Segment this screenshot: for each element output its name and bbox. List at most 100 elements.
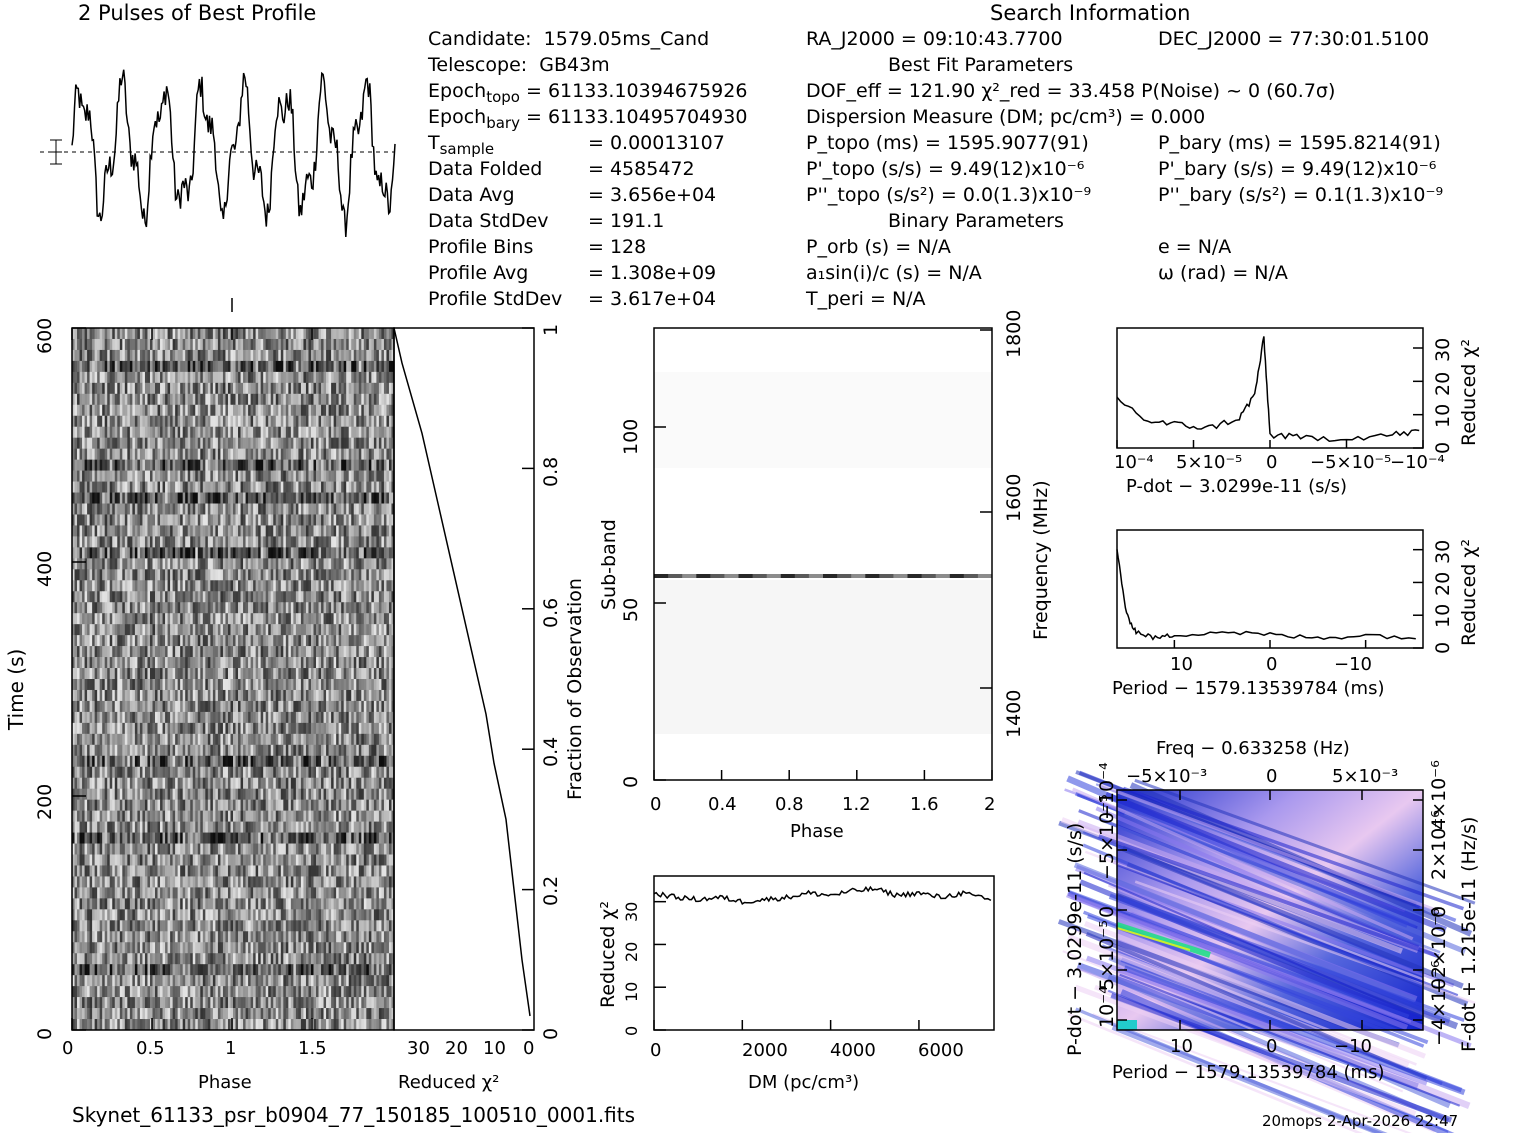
time-phase-cell: [265, 437, 269, 449]
time-phase-cell: [114, 382, 118, 395]
time-phase-cell: [114, 415, 118, 428]
time-phase-cell: [358, 580, 362, 592]
time-phase-cell: [305, 547, 309, 559]
time-phase-cell: [200, 646, 204, 658]
time-phase-cell: [170, 613, 173, 625]
time-phase-cell: [177, 602, 181, 614]
time-phase-cell: [348, 503, 352, 515]
time-phase-cell: [245, 404, 249, 417]
time-phase-cell: [283, 393, 287, 406]
time-phase-cell: [366, 349, 370, 362]
time-phase-cell: [167, 547, 171, 559]
time-phase-cell: [298, 338, 302, 351]
time-phase-cell: [217, 657, 221, 669]
time-phase-cell: [139, 569, 143, 581]
time-phase-cell: [321, 525, 324, 537]
time-phase-cell: [220, 668, 224, 680]
time-phase-cell: [215, 668, 219, 680]
time-phase-cell: [147, 470, 151, 482]
time-phase-cell: [376, 668, 380, 680]
time-phase-cell: [212, 514, 216, 526]
time-phase-cell: [119, 338, 123, 351]
time-phase-cell: [225, 700, 229, 713]
time-phase-cell: [245, 569, 249, 581]
time-phase-cell: [165, 635, 168, 647]
time-phase-cell: [102, 448, 106, 460]
time-phase-cell: [94, 404, 98, 417]
time-phase-cell: [268, 591, 272, 603]
time-phase-cell: [303, 514, 307, 526]
time-phase-cell: [225, 525, 229, 537]
time-phase-cell: [162, 602, 166, 614]
time-phase-cell: [175, 657, 178, 669]
time-phase-cell: [142, 459, 146, 471]
time-phase-cell: [207, 525, 211, 537]
time-phase-cell: [391, 503, 395, 515]
time-phase-cell: [383, 470, 387, 482]
time-phase-cell: [373, 558, 377, 570]
time-phase-cell: [275, 591, 279, 603]
time-phase-cell: [371, 635, 375, 647]
time-phase-cell: [366, 481, 370, 493]
time-phase-cell: [248, 602, 251, 614]
time-phase-cell: [94, 492, 98, 504]
time-phase-cell: [243, 415, 246, 428]
time-phase-cell: [117, 415, 121, 428]
time-phase-cell: [288, 591, 292, 603]
time-phase-cell: [137, 668, 141, 680]
time-phase-cell: [225, 415, 229, 428]
time-phase-cell: [316, 514, 319, 526]
time-phase-cell: [293, 580, 297, 592]
time-phase-cell: [263, 558, 267, 570]
time-phase-cell: [351, 328, 355, 340]
time-phase-cell: [134, 733, 138, 746]
time-phase-cell: [283, 536, 287, 548]
time-phase-cell: [195, 613, 199, 625]
time-phase-cell: [230, 525, 234, 537]
time-phase-cell: [197, 328, 201, 340]
time-phase-cell: [215, 580, 219, 592]
time-phase-cell: [245, 371, 249, 384]
time-phase-cell: [92, 338, 95, 351]
time-phase-cell: [373, 338, 377, 351]
time-phase-cell: [336, 492, 339, 504]
time-phase-cell: [378, 448, 382, 460]
time-phase-cell: [165, 328, 168, 340]
time-phase-cell: [102, 382, 106, 395]
time-phase-cell: [381, 514, 385, 526]
time-phase-cell: [346, 569, 350, 581]
time-phase-cell: [255, 404, 259, 417]
time-phase-cell: [270, 744, 274, 757]
time-phase-cell: [134, 328, 138, 340]
time-phase-cell: [175, 426, 178, 438]
time-phase-cell: [308, 668, 312, 680]
time-phase-cell: [212, 415, 216, 428]
time-phase-cell: [338, 338, 342, 351]
time-phase-cell: [92, 492, 95, 504]
time-phase-cell: [328, 404, 332, 417]
time-phase-cell: [79, 360, 83, 373]
time-phase-cell: [205, 689, 209, 702]
time-phase-cell: [260, 591, 264, 603]
time-phase-cell: [87, 470, 90, 482]
time-phase-cell: [285, 668, 289, 680]
time-phase-cell: [155, 360, 158, 373]
time-phase-cell: [310, 382, 314, 395]
time-phase-cell: [112, 470, 116, 482]
time-phase-cell: [285, 437, 289, 449]
time-phase-cell: [248, 393, 251, 406]
time-phase-cell: [190, 536, 194, 548]
time-phase-cell: [283, 558, 287, 570]
time-phase-cell: [175, 525, 178, 537]
time-phase-cell: [200, 700, 204, 713]
time-phase-cell: [215, 371, 219, 384]
time-phase-cell: [361, 328, 365, 340]
time-phase-cell: [265, 492, 269, 504]
time-phase-cell: [92, 569, 95, 581]
time-phase-cell: [290, 415, 294, 428]
time-phase-cell: [316, 624, 319, 636]
time-phase-cell: [220, 558, 224, 570]
time-phase-cell: [77, 503, 80, 515]
time-phase-cell: [383, 459, 387, 471]
time-phase-cell: [263, 349, 267, 362]
